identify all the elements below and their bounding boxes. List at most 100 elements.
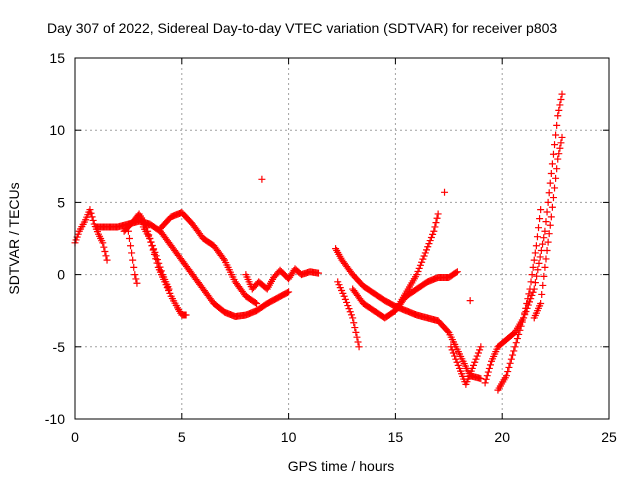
data-point [538, 290, 546, 298]
data-point [544, 238, 552, 246]
data-point [551, 184, 559, 192]
data-point [518, 318, 526, 326]
y-tick-label: -10 [45, 411, 65, 427]
data-point [429, 230, 437, 238]
data-point [148, 241, 156, 249]
data-point [251, 299, 259, 307]
data-point [344, 302, 352, 310]
data-point [507, 355, 515, 363]
data-point [130, 263, 138, 271]
data-point [430, 227, 438, 235]
series-track-f [156, 209, 261, 307]
data-point [127, 242, 135, 250]
data-point [528, 271, 536, 279]
data-point [542, 218, 550, 226]
data-point [482, 375, 490, 383]
data-point [124, 227, 132, 235]
data-point [534, 266, 542, 274]
data-point [253, 299, 261, 307]
series-track-a [71, 206, 111, 264]
data-point [355, 343, 363, 351]
data-point [539, 281, 547, 289]
data-point [545, 230, 553, 238]
data-point [549, 194, 557, 202]
x-tick-label: 10 [281, 429, 297, 445]
data-point [510, 347, 518, 355]
data-point [523, 299, 531, 307]
data-point [520, 314, 528, 322]
data-point [511, 343, 519, 351]
data-point [540, 272, 548, 280]
data-point [554, 112, 562, 120]
data-point [548, 203, 556, 211]
data-point [505, 363, 513, 371]
data-point [541, 227, 549, 235]
data-point [543, 247, 551, 255]
data-point [532, 242, 540, 250]
data-point [165, 285, 173, 293]
x-tick-label: 5 [178, 429, 186, 445]
data-point [418, 258, 426, 266]
data-point [513, 335, 521, 343]
data-point [354, 338, 362, 346]
data-point [552, 174, 560, 182]
series-track-d [124, 227, 141, 287]
series-track-o [530, 133, 566, 322]
x-tick-label: 20 [494, 429, 510, 445]
data-point [536, 253, 544, 261]
data-point [101, 247, 109, 255]
data-point [103, 256, 111, 264]
data-point [476, 346, 484, 354]
data-point [547, 170, 555, 178]
data-point [473, 352, 481, 360]
data-point [419, 255, 427, 263]
data-point [352, 328, 360, 336]
data-point [525, 290, 533, 298]
data-point [554, 155, 562, 163]
data-point [484, 368, 492, 376]
data-point [544, 198, 552, 206]
data-point [102, 252, 110, 260]
series-track-m [481, 90, 566, 387]
data-point [533, 233, 541, 241]
data-point [451, 352, 459, 360]
data-point [453, 268, 461, 276]
series-track-i [334, 278, 363, 351]
x-tick-label: 25 [601, 429, 617, 445]
y-tick-label: 0 [57, 267, 65, 283]
x-axis-label: GPS time / hours [288, 458, 395, 474]
data-point [132, 275, 140, 283]
y-tick-label: 15 [49, 50, 65, 66]
data-point [351, 324, 359, 332]
data-point [431, 223, 439, 231]
data-point [153, 256, 161, 264]
data-point [558, 90, 566, 98]
data-point [521, 309, 529, 317]
data-point [546, 179, 554, 187]
data-point [512, 339, 520, 347]
data-point [444, 327, 452, 335]
data-point [156, 263, 164, 271]
data-point [133, 279, 141, 287]
y-axis-label: SDTVAR / TECUs [6, 182, 22, 294]
data-point [527, 278, 535, 286]
data-point [87, 209, 95, 217]
data-point [427, 233, 435, 241]
data-point [345, 305, 353, 313]
data-point [524, 295, 532, 303]
data-point [539, 240, 547, 248]
data-point [415, 264, 423, 272]
data-point [547, 213, 555, 221]
data-point [477, 343, 485, 351]
data-point [555, 106, 563, 114]
chart-title: Day 307 of 2022, Sidereal Day-to-day VTE… [47, 20, 557, 36]
series-track-k [396, 210, 442, 307]
data-point [483, 372, 491, 380]
data-point [517, 322, 525, 330]
data-point [88, 213, 96, 221]
data-point [155, 259, 163, 267]
data-point [449, 349, 457, 357]
data-point [426, 237, 434, 245]
series-track-g [242, 265, 323, 293]
